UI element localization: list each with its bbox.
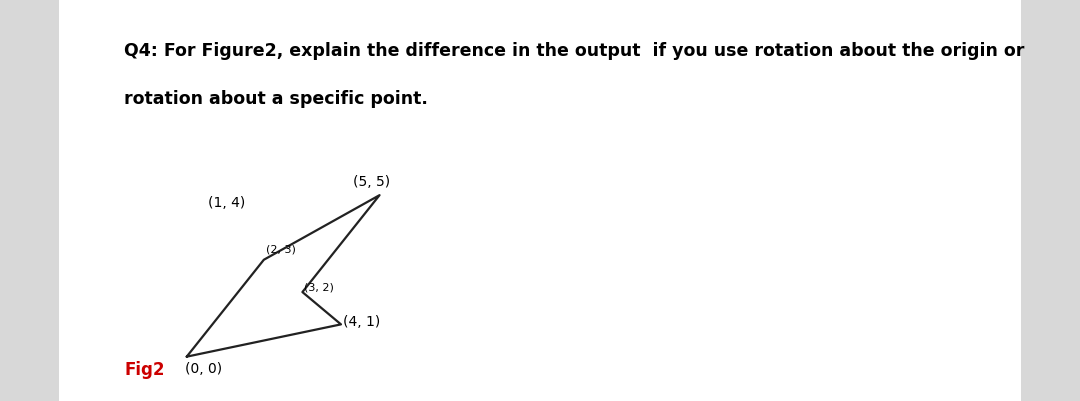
Text: (1, 4): (1, 4) — [207, 196, 245, 210]
Text: rotation about a specific point.: rotation about a specific point. — [124, 90, 428, 108]
Text: (5, 5): (5, 5) — [352, 175, 390, 189]
Text: Fig2: Fig2 — [124, 361, 164, 379]
Text: (2, 3): (2, 3) — [266, 245, 296, 255]
Text: Q4: For Figure2, explain the difference in the output  if you use rotation about: Q4: For Figure2, explain the difference … — [124, 42, 1025, 60]
Text: (0, 0): (0, 0) — [185, 362, 221, 376]
Text: (4, 1): (4, 1) — [343, 315, 380, 329]
Text: (3, 2): (3, 2) — [305, 282, 334, 292]
